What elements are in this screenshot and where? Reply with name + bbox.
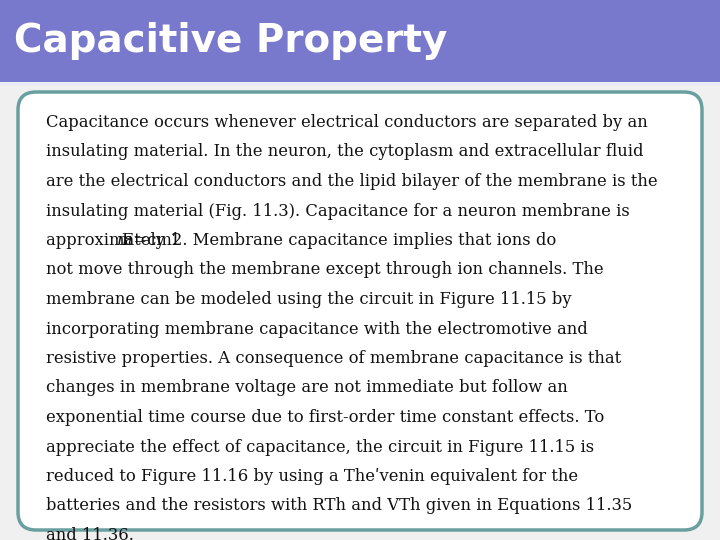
- Text: Capacitive Property: Capacitive Property: [14, 22, 447, 60]
- Text: batteries and the resistors with RTh and VTh given in Equations 11.35: batteries and the resistors with RTh and…: [46, 497, 632, 515]
- Text: membrane can be modeled using the circuit in Figure 11.15 by: membrane can be modeled using the circui…: [46, 291, 572, 308]
- Bar: [0, 0, 720, 82]
- Text: insulating material (Fig. 11.3). Capacitance for a neuron membrane is: insulating material (Fig. 11.3). Capacit…: [46, 202, 630, 219]
- Text: appreciate the effect of capacitance, the circuit in Figure 11.15 is: appreciate the effect of capacitance, th…: [46, 438, 594, 456]
- Text: Capacitance occurs whenever electrical conductors are separated by an: Capacitance occurs whenever electrical c…: [46, 114, 648, 131]
- Text: reduced to Figure 11.16 by using a Theʹvenin equivalent for the: reduced to Figure 11.16 by using a Theʹv…: [46, 468, 578, 485]
- Text: insulating material. In the neuron, the cytoplasm and extracellular fluid: insulating material. In the neuron, the …: [46, 144, 644, 160]
- Text: approximately 1: approximately 1: [46, 232, 186, 249]
- Text: incorporating membrane capacitance with the electromotive and: incorporating membrane capacitance with …: [46, 321, 588, 338]
- Text: and 11.36.: and 11.36.: [46, 527, 134, 540]
- Text: changes in membrane voltage are not immediate but follow an: changes in membrane voltage are not imme…: [46, 380, 568, 396]
- Text: not move through the membrane except through ion channels. The: not move through the membrane except thr…: [46, 261, 603, 279]
- Text: m: m: [117, 232, 132, 249]
- Text: F=cm2. Membrane capacitance implies that ions do: F=cm2. Membrane capacitance implies that…: [122, 232, 557, 249]
- Text: resistive properties. A consequence of membrane capacitance is that: resistive properties. A consequence of m…: [46, 350, 621, 367]
- FancyBboxPatch shape: [18, 92, 702, 530]
- Text: exponential time course due to first-order time constant effects. To: exponential time course due to first-ord…: [46, 409, 604, 426]
- Text: are the electrical conductors and the lipid bilayer of the membrane is the: are the electrical conductors and the li…: [46, 173, 657, 190]
